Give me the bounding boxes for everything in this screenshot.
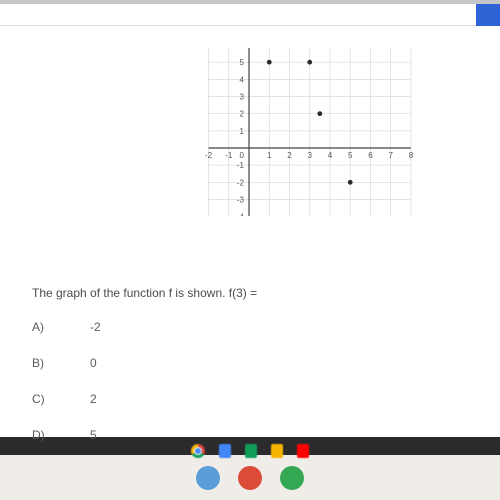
top-bar	[0, 4, 500, 26]
youtube-icon[interactable]	[297, 444, 309, 458]
answer-option[interactable]: A)-2	[32, 320, 257, 334]
answer-letter: A)	[32, 320, 90, 334]
svg-text:5: 5	[240, 58, 245, 67]
svg-text:-1: -1	[225, 151, 233, 160]
svg-text:2: 2	[240, 110, 245, 119]
answer-option[interactable]: D)5	[32, 428, 257, 442]
svg-text:-3: -3	[237, 195, 245, 204]
app-circle-icon[interactable]	[196, 466, 220, 490]
svg-text:3: 3	[307, 151, 312, 160]
svg-text:6: 6	[240, 48, 245, 50]
answer-letter: B)	[32, 356, 90, 370]
svg-text:-2: -2	[205, 151, 213, 160]
sheets-icon[interactable]	[245, 444, 257, 458]
svg-text:8: 8	[409, 151, 414, 160]
svg-text:5: 5	[348, 151, 353, 160]
answer-letter: C)	[32, 392, 90, 406]
svg-text:6: 6	[368, 151, 373, 160]
answer-option[interactable]: C)2	[32, 392, 257, 406]
question-prompt: The graph of the function f is shown. f(…	[32, 286, 257, 300]
slides-icon[interactable]	[271, 444, 283, 458]
answer-value: 0	[90, 356, 97, 370]
docs-icon[interactable]	[219, 444, 231, 458]
app-circle-icon[interactable]	[280, 466, 304, 490]
screen-area: -2 -1 1 2 3 4 5 6 7 8 -4 -3 -2 -1 1 2 3 4 5 6 0 The graph of…	[0, 0, 500, 455]
answer-option[interactable]: B)0	[32, 356, 257, 370]
app-circle-icon[interactable]	[238, 466, 262, 490]
answer-value: -2	[90, 320, 101, 334]
svg-text:-2: -2	[237, 178, 245, 187]
bottom-circles	[196, 466, 304, 490]
svg-text:1: 1	[267, 151, 272, 160]
svg-text:4: 4	[240, 75, 245, 84]
svg-text:3: 3	[240, 93, 245, 102]
svg-text:1: 1	[240, 127, 245, 136]
svg-text:0: 0	[240, 151, 245, 160]
answer-value: 5	[90, 428, 97, 442]
chrome-icon[interactable]	[191, 444, 205, 458]
answer-letter: D)	[32, 428, 90, 442]
quiz-page: -2 -1 1 2 3 4 5 6 7 8 -4 -3 -2 -1 1 2 3 4 5 6 0 The graph of…	[0, 26, 500, 437]
svg-text:4: 4	[328, 151, 333, 160]
svg-text:-1: -1	[237, 161, 245, 170]
svg-text:7: 7	[388, 151, 393, 160]
answer-value: 2	[90, 392, 97, 406]
header-button[interactable]	[476, 4, 500, 26]
question-block: The graph of the function f is shown. f(…	[32, 286, 257, 464]
function-graph: -2 -1 1 2 3 4 5 6 7 8 -4 -3 -2 -1 1 2 3 4 5 6 0	[205, 48, 450, 216]
svg-text:-4: -4	[237, 213, 245, 216]
svg-text:2: 2	[287, 151, 292, 160]
taskbar	[191, 444, 309, 458]
